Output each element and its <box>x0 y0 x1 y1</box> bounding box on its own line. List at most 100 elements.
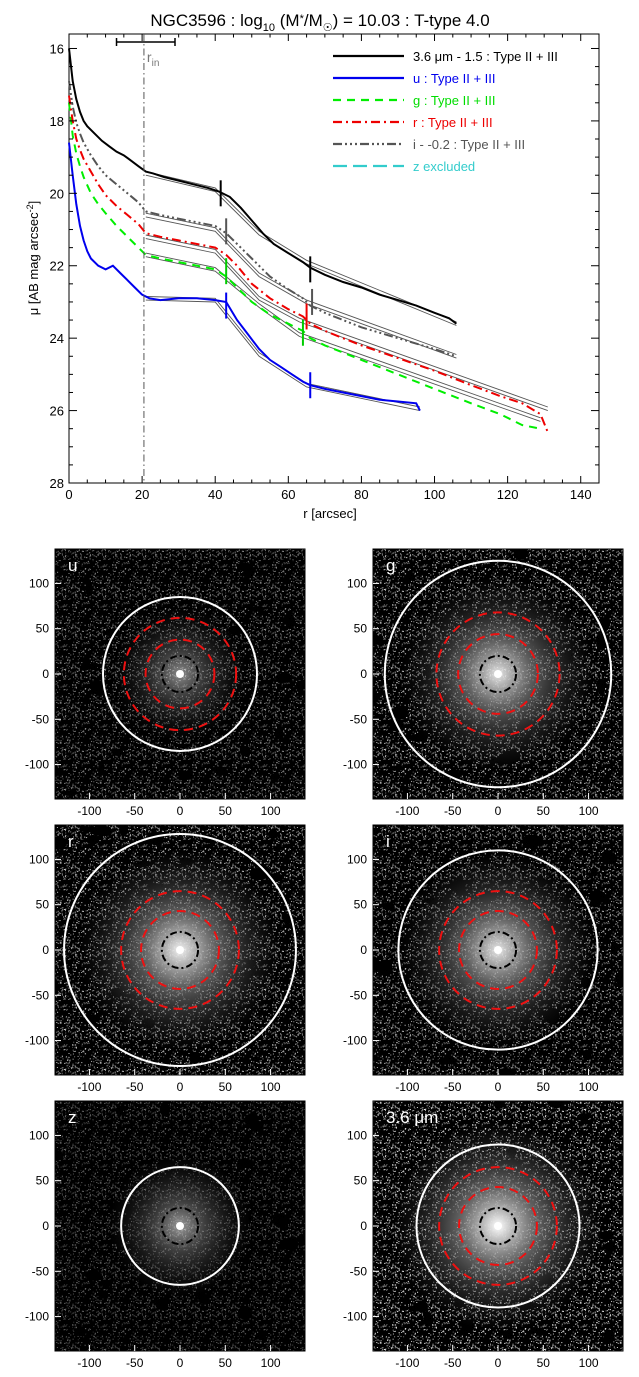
panel-x-tick-label: -50 <box>444 804 462 818</box>
panel-x-tick-label: -100 <box>77 1356 101 1370</box>
masked-source <box>522 834 542 848</box>
masked-source <box>504 1329 512 1339</box>
panel-label: 3.6 μm <box>386 1108 438 1127</box>
panel-x-tick-label: -50 <box>444 1356 462 1370</box>
masked-source <box>102 1282 110 1290</box>
galaxy-core <box>176 670 184 678</box>
masked-source <box>237 1305 253 1320</box>
masked-source <box>99 1294 109 1299</box>
masked-source <box>373 1055 380 1062</box>
masked-source <box>90 679 105 695</box>
panel-y-tick-label: 100 <box>29 1128 49 1142</box>
masked-source <box>159 1102 171 1117</box>
masked-source <box>55 836 67 850</box>
masked-source <box>493 1101 505 1109</box>
panel-y-tick-label: 50 <box>36 622 50 636</box>
y-tick-label: 20 <box>50 186 64 201</box>
masked-source <box>373 634 382 645</box>
panel-x-tick-label: -50 <box>126 1080 144 1094</box>
masked-source <box>86 834 100 845</box>
break-ellipse <box>140 910 220 990</box>
y-tick-label: 16 <box>50 41 64 56</box>
panel-y-tick-label: 0 <box>42 1219 49 1233</box>
masked-source <box>116 1105 124 1116</box>
x-axis-label: r [arcsec] <box>303 506 356 521</box>
break-ellipse <box>120 890 240 1010</box>
masked-source <box>93 825 113 837</box>
legend-entry-36um: 3.6 μm - 1.5 : Type II + III <box>413 49 558 64</box>
panel-y-tick-label: 0 <box>360 943 367 957</box>
panel-y-tick-label: 100 <box>347 576 367 590</box>
panel-y-tick-label: -50 <box>32 712 50 726</box>
panel-y-tick-label: -100 <box>25 1310 49 1324</box>
series-line-u <box>68 142 421 412</box>
break-ellipse <box>458 1186 538 1266</box>
break-ellipse <box>122 616 238 732</box>
masked-source <box>280 1238 299 1251</box>
galaxy-core <box>494 946 502 954</box>
profile-chart: NGC3596 : log10 (M*/M☉) = 10.03 : T-type… <box>25 11 600 521</box>
panel-y-tick-label: 100 <box>347 1128 367 1142</box>
masked-source <box>251 1056 261 1062</box>
masked-source <box>272 1213 289 1228</box>
masked-source <box>285 614 296 629</box>
masked-source <box>618 698 623 703</box>
legend-entry-g: g : Type II + III <box>413 93 496 108</box>
panel-x-tick-label: 50 <box>537 1080 551 1094</box>
masked-source <box>254 1335 268 1340</box>
masked-source <box>88 1014 101 1023</box>
masked-source <box>55 565 62 572</box>
legend-entry-i: i - -0.2 : Type II + III <box>413 137 525 152</box>
chart-title: NGC3596 : log10 (M*/M☉) = 10.03 : T-type… <box>150 11 489 34</box>
masked-source <box>155 1298 168 1310</box>
image-panel-u: u -100 -100 -50 -50 0 0 50 50 100 100 <box>25 548 306 818</box>
panel-x-tick-label: -50 <box>126 1356 144 1370</box>
masked-source <box>273 846 280 852</box>
rin-ellipse <box>478 930 518 970</box>
masked-source <box>402 786 410 799</box>
galaxy-core <box>494 1222 502 1230</box>
panel-y-tick-label: -100 <box>25 1034 49 1048</box>
masked-source <box>391 705 409 720</box>
masked-source <box>83 1101 94 1104</box>
masked-source <box>590 898 600 908</box>
masked-source <box>250 1121 264 1132</box>
masked-source <box>85 582 93 597</box>
x-tick-label: 40 <box>208 487 222 502</box>
fit-line-6 <box>145 252 541 419</box>
masked-source <box>177 743 191 749</box>
masked-source <box>438 1057 458 1065</box>
panel-image <box>373 1101 623 1351</box>
masked-source <box>617 1145 623 1151</box>
fit-line-4 <box>145 234 548 408</box>
panel-y-tick-label: -100 <box>343 1310 367 1324</box>
outer-ellipse <box>102 596 258 752</box>
panel-y-tick-label: -50 <box>350 1264 368 1278</box>
masked-source <box>270 773 281 781</box>
rin-marker: rin <box>115 38 176 69</box>
legend-entry-u: u : Type II + III <box>413 71 496 86</box>
panel-image <box>373 549 623 799</box>
y-tick-label: 26 <box>50 404 64 419</box>
y-tick-label: 24 <box>50 331 64 346</box>
y-tick-label: 28 <box>50 476 64 491</box>
masked-source <box>85 1269 102 1281</box>
rin-ellipse <box>160 930 200 970</box>
masked-source <box>103 629 122 637</box>
x-tick-label: 100 <box>424 487 446 502</box>
panel-x-tick-label: 0 <box>177 804 184 818</box>
break-ellipse <box>457 633 539 715</box>
break-ellipse <box>144 638 216 710</box>
masked-source <box>373 958 382 973</box>
panel-y-tick-label: -50 <box>350 712 368 726</box>
rin-ellipse <box>478 1206 518 1246</box>
masked-source <box>498 1068 517 1075</box>
series-line-36um <box>68 48 458 325</box>
masked-source <box>55 1150 64 1161</box>
masked-source <box>80 663 98 670</box>
panel-y-tick-label: 0 <box>360 667 367 681</box>
panel-y-tick-label: 0 <box>42 943 49 957</box>
masked-source <box>298 1234 305 1246</box>
x-tick-label: 0 <box>65 487 72 502</box>
masked-source <box>408 733 428 742</box>
